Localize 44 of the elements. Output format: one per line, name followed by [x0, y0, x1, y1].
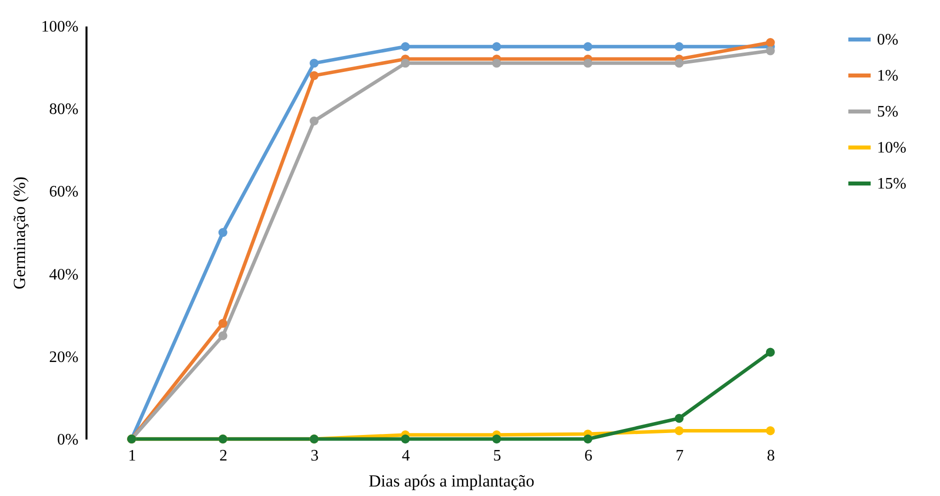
y-axis-title: Germinação (%) — [10, 176, 30, 290]
point — [492, 58, 502, 68]
point — [218, 331, 228, 340]
y-tick-label: 40% — [49, 266, 78, 284]
x-axis-title: Dias após a implantação — [368, 472, 534, 490]
legend-label: 10% — [877, 140, 906, 156]
x-tick-label: 7 — [676, 448, 684, 464]
point — [492, 42, 502, 52]
x-tick-label: 4 — [402, 448, 410, 464]
y-tick-label: 60% — [49, 184, 78, 201]
x-tick-label: 5 — [493, 448, 502, 464]
point — [400, 42, 410, 52]
x-tick-label: 3 — [310, 448, 319, 464]
y-tick-label: 100% — [41, 18, 78, 36]
point — [674, 414, 684, 423]
point — [400, 58, 410, 68]
y-tick-label: 0% — [57, 432, 78, 448]
point — [674, 42, 684, 52]
point — [674, 58, 684, 68]
point — [310, 71, 319, 80]
x-tick-label: 6 — [584, 448, 592, 464]
point — [766, 46, 775, 56]
x-tick-label: 2 — [219, 448, 228, 464]
y-tick-label: 80% — [49, 101, 78, 118]
legend-label: 1% — [877, 68, 898, 84]
x-tick-label: 8 — [766, 448, 775, 464]
y-tick-label: 20% — [49, 348, 78, 366]
point — [492, 434, 502, 444]
point — [674, 426, 684, 436]
point — [310, 58, 319, 68]
legend-label: 15% — [877, 176, 906, 192]
point — [218, 228, 228, 237]
point — [766, 38, 775, 47]
point — [766, 426, 775, 436]
legend-label: 5% — [877, 104, 898, 120]
point — [400, 434, 410, 444]
point — [583, 58, 592, 68]
point — [310, 116, 319, 126]
point — [583, 42, 592, 52]
point — [766, 348, 775, 357]
x-tick-label: 1 — [128, 448, 136, 464]
legend-label: 0% — [877, 32, 898, 48]
point — [583, 434, 592, 444]
point — [218, 318, 228, 328]
